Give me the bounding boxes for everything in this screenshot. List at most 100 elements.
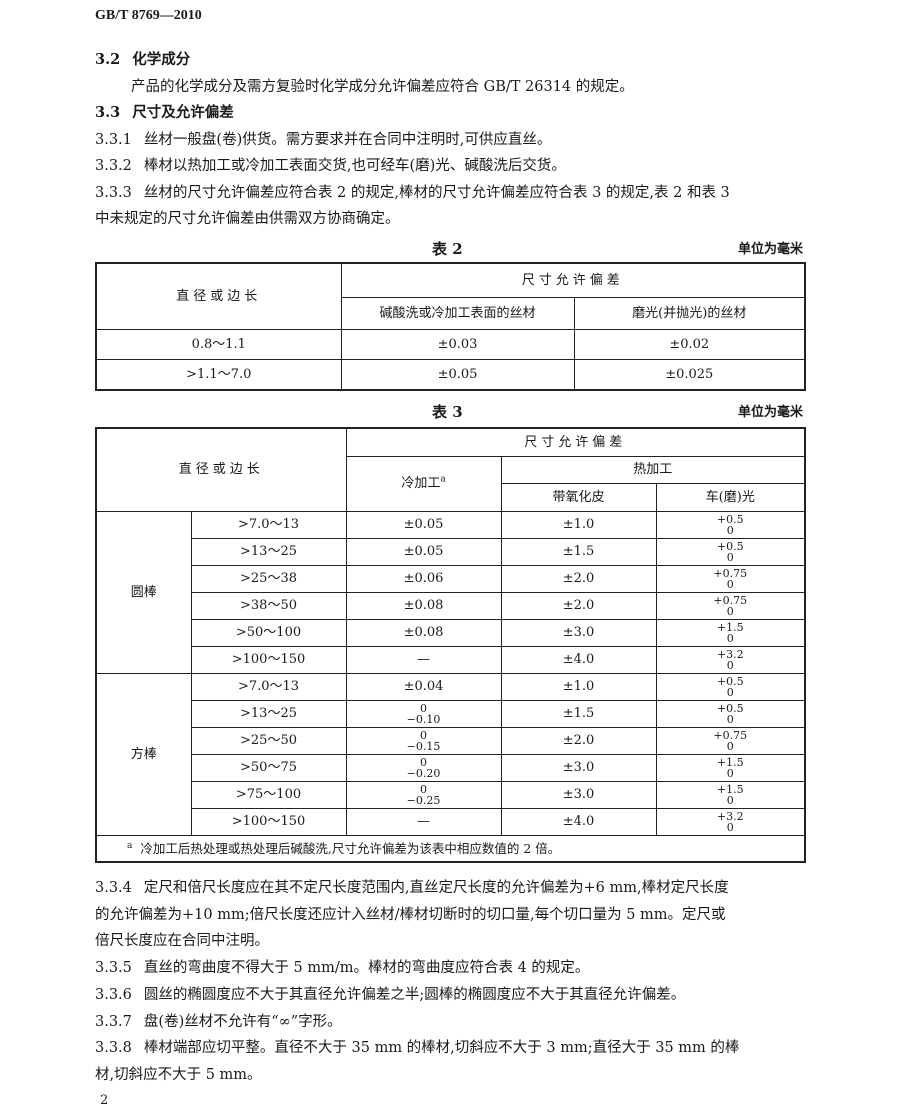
cell-scale: ±1.0 [500,672,657,701]
cell-turned: +1.5 0 [655,780,806,809]
cell-scale: ±3.0 [500,618,657,647]
table2-caption: 表 2 [432,240,463,258]
clause-number: 3.3.1 [95,132,132,148]
table-row: >13～25 0 −0.10 ±1.5 +0.5 0 [96,699,806,728]
table-row: >50～100 ±0.08 ±3.0 +1.5 0 [96,618,806,647]
clause-number: 3.3.7 [95,1014,132,1030]
table-footnote: a 冷加工后热处理或热处理后碱酸洗,尺寸允许偏差为该表中相应数值的 2 倍。 [95,834,806,863]
clause-text: 定尺和倍尺长度应在其不定尺长度范围内,直丝定尺长度的允许偏差为+6 mm,棒材定… [143,880,729,896]
turned-tolerance-lower: 0 [726,550,734,564]
cell-cold-worked: 0 −0.15 [345,726,502,755]
paragraph-line: 3.3.3 丝材的尺寸允许偏差应符合表 2 的规定,棒材的尺寸允许偏差应符合表 3… [95,183,805,203]
cell-turned: +0.5 0 [655,510,806,539]
cell-size: >7.0～13 [190,672,347,701]
turned-tolerance-upper: +1.5 [716,755,744,769]
header-size: 直径或边长 [95,427,347,512]
clause-text: 棒材以热加工或冷加工表面交货,也可经车(磨)光、碱酸洗后交货。 [143,158,566,174]
cell-scale: ±2.0 [500,726,657,755]
turned-tolerance-upper: +0.5 [716,701,744,715]
cell-cold-worked: 0 −0.20 [345,753,502,782]
clause-number: 3.3.2 [95,158,132,174]
table2-unit: 单位为毫米 [738,242,804,257]
cell-size: >100～150 [190,645,347,674]
header-cold-worked: 冷加工a [345,455,502,512]
paragraph-line: 3.2 化学成分 [95,50,805,70]
table-row: 方棒 >7.0～13 ±0.04 ±1.0 +0.5 0 [95,672,806,836]
cell-turned: +0.75 0 [655,564,806,593]
table-3: 直径或边长 尺寸允许偏差 冷加工a 热加工 带氧化皮 车(磨)光 圆棒 >7.0～… [95,427,806,863]
clause-number: 3.2 [95,51,121,68]
header-polished: 磨光(并抛光)的丝材 [573,296,806,330]
cell-size: >100～150 [190,807,347,836]
table3-unit: 单位为毫米 [738,405,804,420]
table-row: >25～50 0 −0.15 ±2.0 +0.75 0 [96,726,806,755]
header-scale: 带氧化皮 [500,482,657,512]
paragraph-line: 3.3.2 棒材以热加工或冷加工表面交货,也可经车(磨)光、碱酸洗后交货。 [95,156,805,176]
cell-cold-worked: — [345,645,502,674]
cell-turned: +0.5 0 [655,672,806,701]
clause-number: 3.3.6 [95,987,132,1003]
clause-text: 圆丝的椭圆度应不大于其直径允许偏差之半;圆棒的椭圆度应不大于其直径允许偏差。 [143,987,686,1003]
table3-caption: 表 3 [432,403,463,421]
cell-size: >7.0～13 [190,510,347,539]
turned-tolerance-lower: 0 [726,658,734,672]
cell-size: >50～75 [190,753,347,782]
table-row: >38～50 ±0.08 ±2.0 +0.75 0 [96,591,806,620]
cold-tolerance-lower: −0.25 [406,793,441,807]
turned-tolerance-upper: +0.75 [713,566,748,580]
header-turned: 车(磨)光 [655,482,806,512]
footnote-mark: a [127,840,133,851]
cell-scale: ±1.5 [500,537,657,566]
turned-tolerance-lower: 0 [726,631,734,645]
turned-tolerance-upper: +3.2 [716,647,744,661]
cold-tolerance-upper: 0 [420,782,428,796]
table-2: 直径或边长 尺寸允许偏差 碱酸洗或冷加工表面的丝材 磨光(并抛光)的丝材 0.8… [95,262,806,391]
table-row: >13～25 ±0.05 ±1.5 +0.5 0 [96,537,806,566]
turned-tolerance-upper: +0.75 [713,593,748,607]
cell-scale: ±3.0 [500,753,657,782]
cell-cold-worked: 0 −0.10 [345,699,502,728]
cell-scale: ±4.0 [500,807,657,836]
paragraph-line: 3.3.4 定尺和倍尺长度应在其不定尺长度范围内,直丝定尺长度的允许偏差为+6 m… [95,878,805,898]
page-number: 2 [100,1093,109,1108]
cell-cold-worked: ±0.05 [345,510,502,539]
cell-cold-worked: — [345,807,502,836]
cell-turned: +0.75 0 [655,591,806,620]
cell-turned: +1.5 0 [655,618,806,647]
cell-cold-worked: ±0.08 [345,618,502,647]
turned-tolerance-upper: +0.5 [716,512,744,526]
cell-size: >13～25 [190,699,347,728]
section-heading: 化学成分 [132,51,191,68]
cold-label: 冷加工 [401,476,441,491]
cell-size: >25～38 [190,564,347,593]
table-row: >50～75 0 −0.20 ±3.0 +1.5 0 [96,753,806,782]
table-row: 0.8～1.1 ±0.03 ±0.02 [95,328,806,360]
paragraph-line: 中未规定的尺寸允许偏差由供需双方协商确定。 [95,209,805,229]
paragraph-line: 3.3.6 圆丝的椭圆度应不大于其直径允许偏差之半;圆棒的椭圆度应不大于其直径允许… [95,985,805,1005]
cell-pickled: ±0.03 [340,328,575,360]
clause-number: 3.3 [95,104,121,121]
cold-tolerance-upper: 0 [420,701,428,715]
clause-number: 3.3.3 [95,185,132,201]
turned-tolerance-upper: +0.5 [716,539,744,553]
footnote-text: 冷加工后热处理或热处理后碱酸洗,尺寸允许偏差为该表中相应数值的 2 倍。 [140,840,561,856]
table-row: 圆棒 >7.0～13 ±0.05 ±1.0 +0.5 0 [95,510,806,674]
cell-cold-worked: ±0.06 [345,564,502,593]
turned-tolerance-upper: +0.75 [713,728,748,742]
cell-turned: +0.5 0 [655,537,806,566]
header-tolerance: 尺寸允许偏差 [340,262,806,298]
turned-tolerance-upper: +3.2 [716,809,744,823]
cell-size: >75～100 [190,780,347,809]
cell-scale: ±1.5 [500,699,657,728]
table-row: >100～150— ±4.0 +3.2 0 [96,807,806,836]
clause-text: 的允许偏差为+10 mm;倍尺长度还应计入丝材/棒材切断时的切口量,每个切口量为… [95,907,726,923]
clause-text: 材,切斜应不大于 5 mm。 [95,1067,262,1083]
footnote-ref: a [440,474,446,485]
turned-tolerance-lower: 0 [726,739,734,753]
turned-tolerance-lower: 0 [726,523,734,537]
cell-scale: ±1.0 [500,510,657,539]
cell-pickled: ±0.05 [340,358,575,391]
paragraph-line: 产品的化学成分及需方复验时化学成分允许偏差应符合 GB/T 26314 的规定。 [95,77,805,97]
cold-tolerance-upper: 0 [420,755,428,769]
turned-tolerance-lower: 0 [726,712,734,726]
